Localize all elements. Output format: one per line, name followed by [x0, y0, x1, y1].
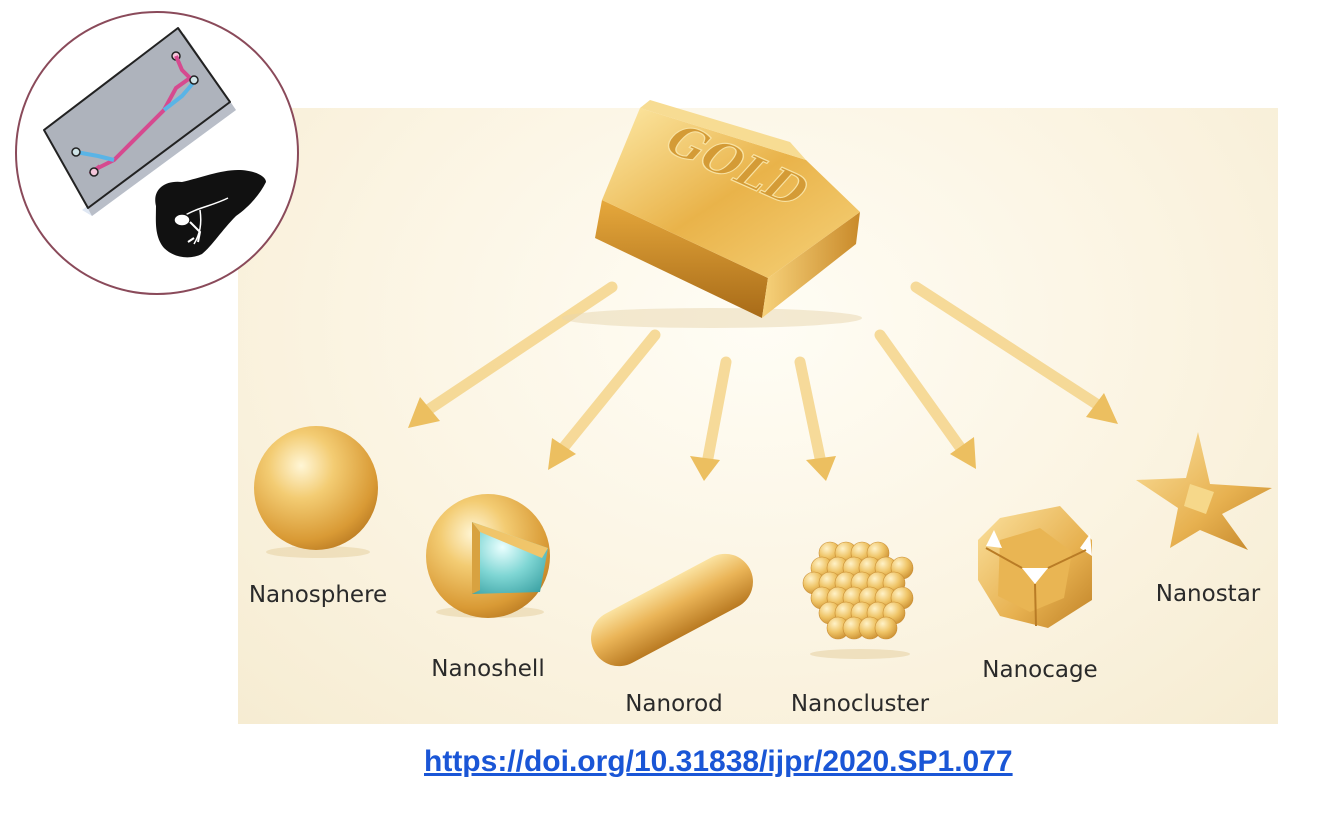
- nanocluster-label: Nanocluster: [791, 691, 930, 717]
- arrow-to-nanorod: [690, 356, 732, 481]
- arrow-to-nanostar: [910, 281, 1118, 424]
- nanostar-label: Nanostar: [1156, 581, 1261, 607]
- arrow-to-nanocluster: [794, 356, 836, 481]
- nanoshell-label: Nanoshell: [431, 656, 544, 682]
- arrow-to-nanoshell: [548, 329, 661, 470]
- nanorod-label: Nanorod: [625, 691, 723, 717]
- nanocage-label: Nanocage: [982, 657, 1097, 683]
- nanosphere-label: Nanosphere: [249, 582, 387, 608]
- nanocage-icon: [978, 506, 1092, 628]
- nanosphere-icon: [254, 426, 378, 558]
- arrow-to-nanocage: [874, 329, 976, 469]
- nanostar-icon: [1136, 432, 1272, 550]
- nanocluster-icon: [802, 541, 914, 659]
- liver-icon: [155, 170, 266, 258]
- nanoshell-icon: [426, 494, 550, 618]
- arrow-to-nanosphere: [408, 281, 618, 428]
- doi-link[interactable]: https://doi.org/10.31838/ijpr/2020.SP1.0…: [424, 745, 1013, 778]
- organ-on-chip-inset: [15, 11, 299, 295]
- nanorod-icon: [591, 553, 753, 667]
- organ-on-chip-icon: [43, 27, 236, 216]
